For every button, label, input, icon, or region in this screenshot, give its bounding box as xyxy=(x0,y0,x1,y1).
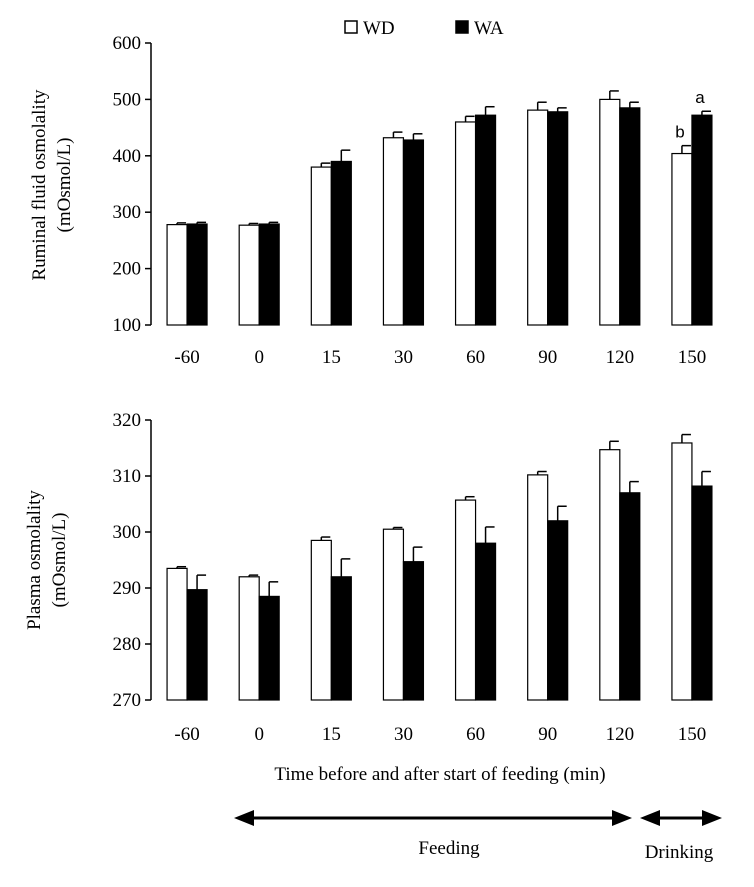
ruminal-x-tick-label: 120 xyxy=(606,347,635,368)
drinking-phase: Drinking xyxy=(640,810,722,863)
plasma-bar-wd xyxy=(238,576,260,701)
ruminal-x-tick-label: 90 xyxy=(538,347,557,368)
plasma-bar-wd xyxy=(310,539,332,701)
drinking-label: Drinking xyxy=(645,842,714,863)
legend-swatch-wa xyxy=(455,20,469,34)
ruminal-bar-wd xyxy=(527,109,549,326)
plasma-y-tick-label: 320 xyxy=(113,410,142,431)
ruminal-fluid-panel: 100 200 300 400 500 600 -60 0 15 30 60 90 120 150 ba xyxy=(113,33,713,368)
top-ylabel-line1: Ruminal fluid osmolality xyxy=(29,89,50,281)
ruminal-y-tick-label: 200 xyxy=(113,259,142,280)
ruminal-bar-wd xyxy=(382,137,405,326)
ruminal-bar-wd xyxy=(599,98,621,326)
ruminal-x-tick-label: 150 xyxy=(678,347,707,368)
ruminal-x-tick-label: 15 xyxy=(322,347,341,368)
plasma-bar-wa xyxy=(186,589,208,701)
ruminal-bar-wd xyxy=(238,224,260,326)
plasma-panel: 270 280 290 300 310 320 -60 0 15 30 60 90 120 150 xyxy=(113,410,713,745)
plasma-x-tick-label: 60 xyxy=(466,724,485,745)
ruminal-x-tick-label: 30 xyxy=(394,347,413,368)
ruminal-y-tick-label: 100 xyxy=(113,315,142,336)
plasma-x-tick-label: 120 xyxy=(606,724,635,745)
ruminal-x-tick-label: 0 xyxy=(254,347,264,368)
feeding-label: Feeding xyxy=(418,838,480,859)
ruminal-x-tick-label: -60 xyxy=(174,347,199,368)
plasma-y-tick-label: 270 xyxy=(113,690,142,711)
plasma-x-tick-label: 150 xyxy=(678,724,707,745)
drinking-arrow-right-head xyxy=(702,810,722,826)
plasma-x-tick-label: 90 xyxy=(538,724,557,745)
legend-label-wa: WA xyxy=(474,18,504,39)
plasma-bar-wa xyxy=(258,595,280,701)
ruminal-significance-letter: b xyxy=(675,123,684,142)
plasma-bar-wd xyxy=(166,567,188,701)
plasma-y-tick-label: 300 xyxy=(113,522,142,543)
ruminal-y-tick-label: 400 xyxy=(113,146,142,167)
plasma-bar-wd xyxy=(454,499,477,701)
feeding-phase: Feeding xyxy=(234,810,632,859)
ruminal-bar-wa xyxy=(258,223,280,326)
ruminal-y-tick-label: 600 xyxy=(113,33,142,54)
ruminal-bar-wa xyxy=(330,160,352,326)
bottom-ylabel-line2: (mOsmol/L) xyxy=(49,513,70,608)
ruminal-bar-wd xyxy=(671,152,693,326)
plasma-x-tick-label: -60 xyxy=(174,724,199,745)
ruminal-bar-wa xyxy=(619,107,641,326)
ruminal-bar-wa xyxy=(547,111,569,326)
plasma-bar-wd xyxy=(382,528,405,701)
ruminal-bar-wa xyxy=(474,114,497,326)
plasma-bar-wa xyxy=(547,520,569,701)
plasma-bar-wa xyxy=(691,485,713,701)
plasma-x-tick-label: 30 xyxy=(394,724,413,745)
ruminal-bar-wa xyxy=(186,223,208,326)
bottom-ylabel-line1: Plasma osmolality xyxy=(24,490,45,630)
feeding-arrow-left-head xyxy=(234,810,254,826)
legend-swatch-wd xyxy=(344,20,358,34)
plasma-bar-wa xyxy=(402,561,425,701)
plasma-bar-wa xyxy=(330,576,352,701)
top-ylabel-line2: (mOsmol/L) xyxy=(54,138,75,233)
ruminal-bar-wd xyxy=(166,224,188,326)
ruminal-y-tick-label: 300 xyxy=(113,202,142,223)
plasma-bar-wd xyxy=(599,449,621,701)
x-axis-title: Time before and after start of feeding (… xyxy=(274,764,605,785)
ruminal-significance-letter: a xyxy=(695,88,705,107)
plasma-bar-wd xyxy=(671,442,693,701)
plasma-y-tick-label: 310 xyxy=(113,466,142,487)
ruminal-y-tick-label: 500 xyxy=(113,89,142,110)
plasma-y-tick-label: 280 xyxy=(113,634,142,655)
ruminal-bar-wd xyxy=(310,166,332,326)
ruminal-bar-wa xyxy=(402,139,425,326)
ruminal-x-tick-label: 60 xyxy=(466,347,485,368)
plasma-bar-wa xyxy=(619,492,641,701)
plasma-y-tick-label: 290 xyxy=(113,578,142,599)
plasma-bar-wa xyxy=(474,542,497,701)
plasma-x-tick-label: 15 xyxy=(322,724,341,745)
plasma-bar-wd xyxy=(527,474,549,701)
ruminal-bar-wd xyxy=(454,121,477,326)
feeding-arrow-right-head xyxy=(612,810,632,826)
ruminal-bar-wa xyxy=(691,114,713,326)
drinking-arrow-left-head xyxy=(640,810,660,826)
legend: WD WA xyxy=(344,18,504,39)
legend-label-wd: WD xyxy=(363,18,395,39)
plasma-x-tick-label: 0 xyxy=(254,724,264,745)
